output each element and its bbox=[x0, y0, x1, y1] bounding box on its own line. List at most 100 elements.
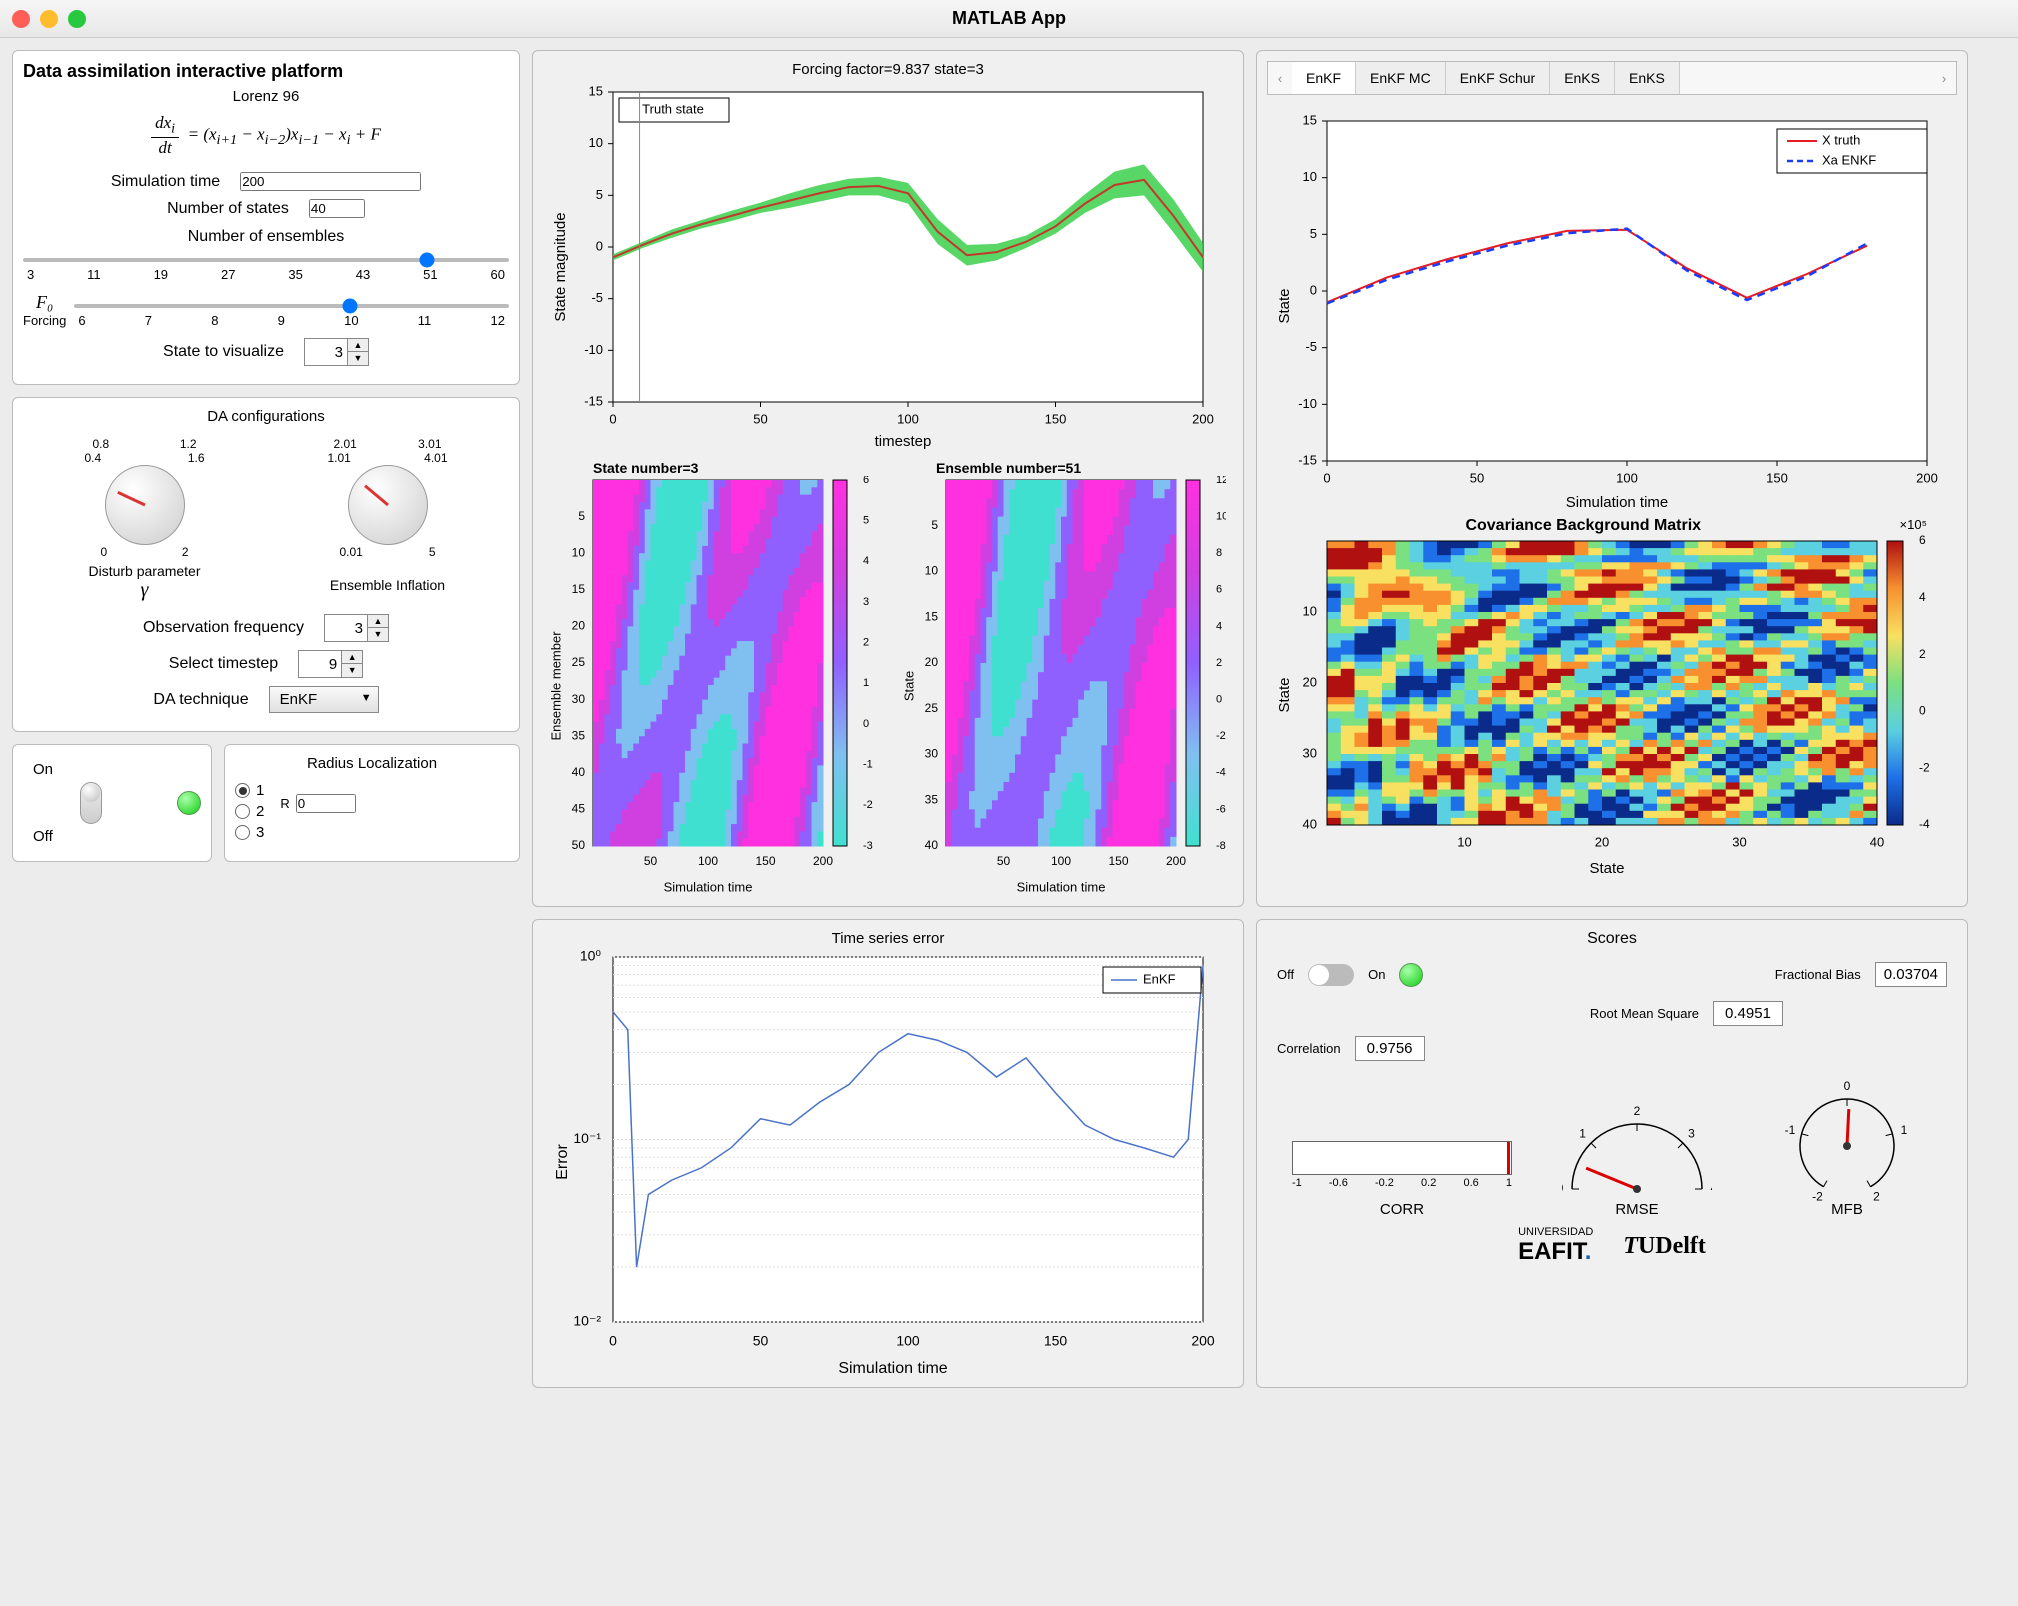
svg-text:200: 200 bbox=[813, 854, 833, 868]
nstates-input[interactable] bbox=[309, 199, 365, 218]
svg-text:0: 0 bbox=[609, 411, 616, 426]
datech-dropdown[interactable]: EnKF bbox=[269, 686, 379, 713]
chart1-title: Forcing factor=9.837 state=3 bbox=[543, 61, 1233, 78]
timestep-label: Select timestep bbox=[169, 655, 278, 673]
panel-da-config: DA configurations 0.81.2 0.41.6 02 Distu… bbox=[12, 397, 520, 732]
svg-text:5: 5 bbox=[1310, 226, 1317, 241]
panel-model-setup: Data assimilation interactive platform L… bbox=[12, 50, 520, 385]
scores-toggle[interactable] bbox=[1308, 964, 1354, 986]
tab-enkf-schur[interactable]: EnKF Schur bbox=[1446, 62, 1550, 94]
tab-enks[interactable]: EnKS bbox=[1615, 62, 1680, 94]
svg-text:-2: -2 bbox=[863, 799, 873, 811]
tab-right-icon[interactable]: › bbox=[1932, 62, 1956, 94]
panel-error: Time series error 05010015020010⁻²10⁻¹10… bbox=[532, 919, 1244, 1388]
svg-text:35: 35 bbox=[925, 792, 939, 806]
tab-left-icon[interactable]: ‹ bbox=[1268, 62, 1292, 94]
svg-text:6: 6 bbox=[863, 476, 869, 486]
svg-text:0: 0 bbox=[596, 238, 603, 253]
svg-text:-15: -15 bbox=[1298, 452, 1317, 467]
svg-text:0: 0 bbox=[1323, 470, 1330, 485]
svg-text:15: 15 bbox=[1303, 112, 1317, 127]
knob-disturb[interactable]: 0.81.2 0.41.6 02 Disturb parameter γ bbox=[85, 437, 205, 602]
panel-right-top: ‹ EnKFEnKF MCEnKF SchurEnKSEnKS › 050100… bbox=[1256, 50, 1968, 907]
svg-text:-10: -10 bbox=[584, 342, 603, 357]
da-config-title: DA configurations bbox=[23, 408, 509, 425]
tab-enks[interactable]: EnKS bbox=[1550, 62, 1615, 94]
svg-text:50: 50 bbox=[1470, 470, 1484, 485]
svg-text:50: 50 bbox=[753, 411, 767, 426]
svg-text:-15: -15 bbox=[584, 393, 603, 408]
svg-text:150: 150 bbox=[1766, 470, 1788, 485]
svg-text:150: 150 bbox=[1108, 854, 1128, 868]
covariance-heatmap: 1020304010203040StateState-4-20246 bbox=[1267, 535, 1947, 875]
forcing-slider[interactable] bbox=[74, 304, 509, 308]
corr-gauge bbox=[1292, 1141, 1512, 1175]
panel-onoff: On Off bbox=[12, 744, 212, 862]
spin-down-icon[interactable]: ▼ bbox=[348, 352, 368, 365]
nens-slider[interactable] bbox=[23, 258, 509, 262]
lorenz-equation: dxidt = (xi+1 − xi−2)xi−1 − xi + F bbox=[23, 113, 509, 158]
tab-enkf[interactable]: EnKF bbox=[1292, 62, 1356, 94]
r-input[interactable] bbox=[296, 794, 356, 813]
nens-label: Number of ensembles bbox=[23, 228, 509, 246]
tab-enkf-mc[interactable]: EnKF MC bbox=[1356, 62, 1446, 94]
window-title: MATLAB App bbox=[0, 8, 2018, 29]
svg-text:10: 10 bbox=[925, 564, 939, 578]
rmse-gauge: 01234 bbox=[1562, 1106, 1712, 1201]
svg-text:12: 12 bbox=[1216, 476, 1226, 486]
radio-option-1[interactable]: 1 bbox=[235, 782, 264, 799]
svg-text:50: 50 bbox=[572, 838, 586, 852]
svg-text:Simulation time: Simulation time bbox=[1017, 879, 1106, 894]
svg-text:5: 5 bbox=[596, 187, 603, 202]
svg-text:0: 0 bbox=[1216, 694, 1222, 706]
svg-text:2: 2 bbox=[1216, 657, 1222, 669]
status-led-icon bbox=[177, 791, 201, 815]
nstates-label: Number of states bbox=[167, 200, 289, 218]
mfb-gauge: -2-1012 bbox=[1762, 1071, 1932, 1201]
svg-text:6: 6 bbox=[1216, 584, 1222, 596]
svg-text:50: 50 bbox=[997, 854, 1011, 868]
svg-text:5: 5 bbox=[863, 515, 869, 527]
svg-text:Xa ENKF: Xa ENKF bbox=[1822, 152, 1876, 167]
svg-text:-4: -4 bbox=[1216, 767, 1226, 779]
svg-text:150: 150 bbox=[1045, 411, 1067, 426]
svg-text:-2: -2 bbox=[1216, 730, 1226, 742]
onoff-toggle[interactable] bbox=[80, 782, 102, 824]
forcing-label: Forcing bbox=[23, 313, 66, 328]
state-viz-spinner[interactable]: ▲▼ bbox=[304, 338, 369, 366]
knob-inflation[interactable]: 2.013.01 1.014.01 0.015 Ensemble Inflati… bbox=[328, 437, 448, 602]
svg-text:State magnitude: State magnitude bbox=[552, 212, 569, 321]
svg-text:25: 25 bbox=[925, 701, 939, 715]
radio-option-3[interactable]: 3 bbox=[235, 824, 264, 841]
obsfreq-spinner[interactable]: ▲▼ bbox=[324, 614, 389, 642]
logos: UNIVERSIDADEAFIT. TUDelft bbox=[1267, 1226, 1957, 1266]
obsfreq-label: Observation frequency bbox=[143, 619, 304, 637]
svg-text:20: 20 bbox=[925, 655, 939, 669]
svg-text:Simulation time: Simulation time bbox=[1566, 494, 1669, 511]
nens-ticks: 311192735435160 bbox=[23, 267, 509, 282]
rms-field: 0.4951 bbox=[1713, 1001, 1783, 1026]
timestep-spinner[interactable]: ▲▼ bbox=[298, 650, 363, 678]
svg-text:100: 100 bbox=[1616, 470, 1638, 485]
svg-text:10: 10 bbox=[589, 135, 603, 150]
scores-led-icon bbox=[1399, 963, 1423, 987]
svg-text:35: 35 bbox=[572, 728, 586, 742]
svg-text:40: 40 bbox=[572, 765, 586, 779]
svg-text:200: 200 bbox=[1166, 854, 1186, 868]
forcing-ticks: 6789101112 bbox=[74, 313, 509, 328]
radio-option-2[interactable]: 2 bbox=[235, 803, 264, 820]
svg-text:15: 15 bbox=[589, 83, 603, 98]
svg-text:1: 1 bbox=[863, 677, 869, 689]
svg-text:100: 100 bbox=[698, 854, 718, 868]
tudelft-logo: TUDelft bbox=[1623, 1233, 1706, 1260]
eafit-logo: UNIVERSIDADEAFIT. bbox=[1518, 1226, 1593, 1266]
svg-text:-3: -3 bbox=[863, 840, 873, 852]
corr-field: 0.9756 bbox=[1355, 1036, 1425, 1061]
spin-up-icon[interactable]: ▲ bbox=[348, 339, 368, 352]
svg-text:-5: -5 bbox=[591, 290, 603, 305]
svg-text:30: 30 bbox=[572, 692, 586, 706]
svg-text:Truth state: Truth state bbox=[642, 101, 704, 116]
panel-scores: Scores Off On Fractional Bias 0.03704 Ro… bbox=[1256, 919, 1968, 1388]
sim-time-input[interactable] bbox=[240, 172, 421, 191]
sim-time-label: Simulation time bbox=[111, 173, 220, 191]
